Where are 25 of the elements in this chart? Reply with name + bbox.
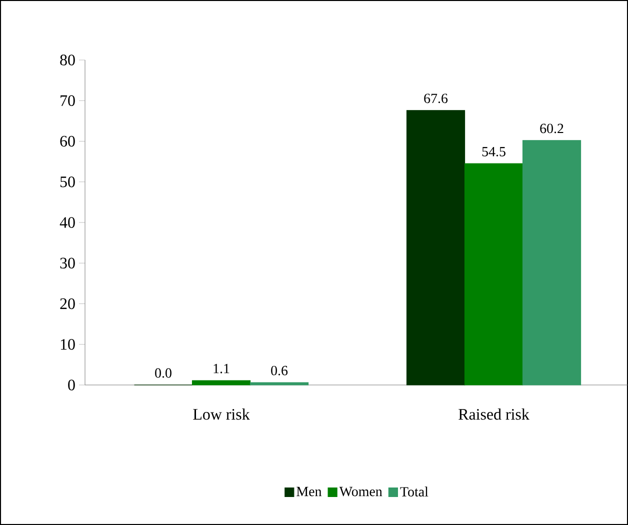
y-tick-label: 30 — [60, 258, 75, 268]
legend-label: Men — [296, 486, 322, 496]
y-tick-label: 10 — [60, 338, 75, 350]
bar — [250, 382, 309, 386]
legend-label: Total — [400, 486, 428, 496]
y-tick-label: 70 — [60, 95, 75, 106]
bar — [464, 163, 524, 386]
y-tick-label: 60 — [60, 136, 75, 147]
y-tick-label: 20 — [60, 298, 75, 310]
bar — [406, 110, 466, 386]
data-label: 1.1 — [214, 364, 230, 374]
data-label: 0.6 — [271, 366, 288, 376]
data-label: 0.0 — [155, 368, 172, 378]
data-label: 60.2 — [540, 124, 564, 134]
data-label: 67.6 — [424, 94, 448, 104]
y-tick-label: 80 — [60, 54, 75, 66]
legend-label: Women — [339, 486, 382, 496]
y-tick-label: 50 — [60, 176, 75, 188]
bar — [192, 380, 251, 386]
y-tick-label: 0 — [68, 380, 75, 390]
y-tick-label: 40 — [60, 217, 75, 228]
data-label: 54.5 — [482, 147, 506, 156]
bar — [522, 140, 582, 386]
x-tick-label: Raised risk — [458, 408, 530, 420]
x-tick-label: Low risk — [193, 408, 250, 420]
